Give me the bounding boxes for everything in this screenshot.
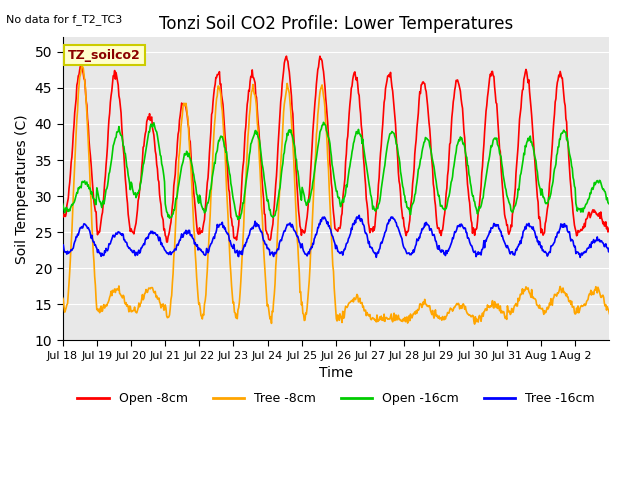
Y-axis label: Soil Temperatures (C): Soil Temperatures (C) [15, 114, 29, 264]
Text: No data for f_T2_TC3: No data for f_T2_TC3 [6, 14, 123, 25]
X-axis label: Time: Time [319, 366, 353, 381]
Title: Tonzi Soil CO2 Profile: Lower Temperatures: Tonzi Soil CO2 Profile: Lower Temperatur… [159, 15, 513, 33]
Legend: Open -8cm, Tree -8cm, Open -16cm, Tree -16cm: Open -8cm, Tree -8cm, Open -16cm, Tree -… [72, 387, 600, 410]
Text: TZ_soilco2: TZ_soilco2 [68, 48, 141, 61]
